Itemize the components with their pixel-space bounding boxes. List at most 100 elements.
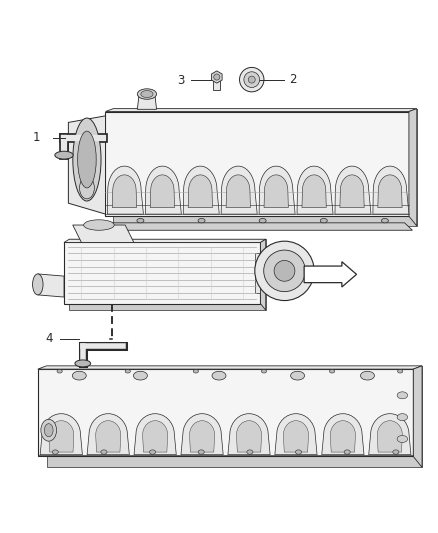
Polygon shape [340,175,364,207]
Ellipse shape [240,67,264,92]
Ellipse shape [214,74,220,80]
Ellipse shape [296,450,302,454]
Polygon shape [38,366,422,369]
Text: 3: 3 [177,74,184,86]
Polygon shape [38,369,413,456]
Ellipse shape [137,219,144,223]
Polygon shape [87,414,129,455]
Polygon shape [302,175,326,207]
Polygon shape [95,421,121,452]
Polygon shape [134,414,176,455]
Polygon shape [377,421,403,452]
Polygon shape [190,421,215,452]
Polygon shape [106,111,409,216]
Polygon shape [110,223,413,230]
Ellipse shape [320,219,327,223]
Polygon shape [255,253,261,293]
Polygon shape [322,414,364,455]
Ellipse shape [193,369,198,373]
Ellipse shape [360,372,374,380]
Polygon shape [64,243,261,304]
Polygon shape [181,414,223,455]
Polygon shape [212,71,222,83]
Polygon shape [283,421,308,452]
Polygon shape [261,239,266,310]
Ellipse shape [264,250,305,292]
Polygon shape [213,79,220,90]
Polygon shape [143,421,168,452]
Polygon shape [409,109,417,226]
Polygon shape [264,175,288,207]
Ellipse shape [247,450,253,454]
Ellipse shape [397,414,408,421]
Ellipse shape [57,369,62,373]
Ellipse shape [72,372,86,380]
Polygon shape [107,166,143,214]
Polygon shape [73,225,134,243]
Polygon shape [373,166,409,214]
Polygon shape [228,414,270,455]
Ellipse shape [274,261,295,281]
Polygon shape [106,109,417,111]
Ellipse shape [149,450,155,454]
Polygon shape [49,421,74,452]
Ellipse shape [52,450,58,454]
Ellipse shape [398,369,403,373]
Polygon shape [335,166,371,214]
Polygon shape [183,166,219,214]
Ellipse shape [244,72,260,87]
Ellipse shape [393,450,399,454]
Ellipse shape [290,372,304,380]
Ellipse shape [138,89,156,99]
Polygon shape [112,175,137,207]
Polygon shape [413,366,422,467]
Polygon shape [113,109,417,226]
Ellipse shape [329,369,335,373]
Ellipse shape [125,369,131,373]
Polygon shape [64,239,266,243]
Polygon shape [40,414,82,455]
Text: 1: 1 [32,131,40,144]
Polygon shape [275,414,317,455]
Ellipse shape [55,151,73,159]
Ellipse shape [44,424,53,437]
Polygon shape [145,166,181,214]
Ellipse shape [248,76,255,83]
Ellipse shape [80,177,94,199]
Polygon shape [188,175,212,207]
Ellipse shape [259,219,266,223]
Ellipse shape [84,220,114,230]
Ellipse shape [101,450,107,454]
Polygon shape [138,94,156,109]
Text: 2: 2 [289,73,297,86]
Polygon shape [226,175,251,207]
Ellipse shape [381,219,389,223]
Ellipse shape [212,372,226,380]
Polygon shape [237,421,261,452]
Polygon shape [38,274,64,297]
Ellipse shape [78,131,96,188]
Text: FWD: FWD [308,270,328,279]
Ellipse shape [261,369,267,373]
Ellipse shape [397,435,408,442]
Polygon shape [330,421,355,452]
Ellipse shape [134,372,148,380]
Ellipse shape [41,419,57,441]
Polygon shape [68,116,106,214]
Polygon shape [304,262,357,287]
Polygon shape [378,175,402,207]
Polygon shape [46,366,422,467]
Ellipse shape [397,392,408,399]
Polygon shape [69,239,266,310]
Ellipse shape [32,274,43,295]
Ellipse shape [141,91,153,98]
Polygon shape [297,166,333,214]
Polygon shape [369,414,411,455]
Ellipse shape [255,241,314,301]
Ellipse shape [198,219,205,223]
Polygon shape [150,175,174,207]
Polygon shape [259,166,295,214]
Polygon shape [221,166,257,214]
Ellipse shape [344,450,350,454]
Text: 4: 4 [46,332,53,345]
